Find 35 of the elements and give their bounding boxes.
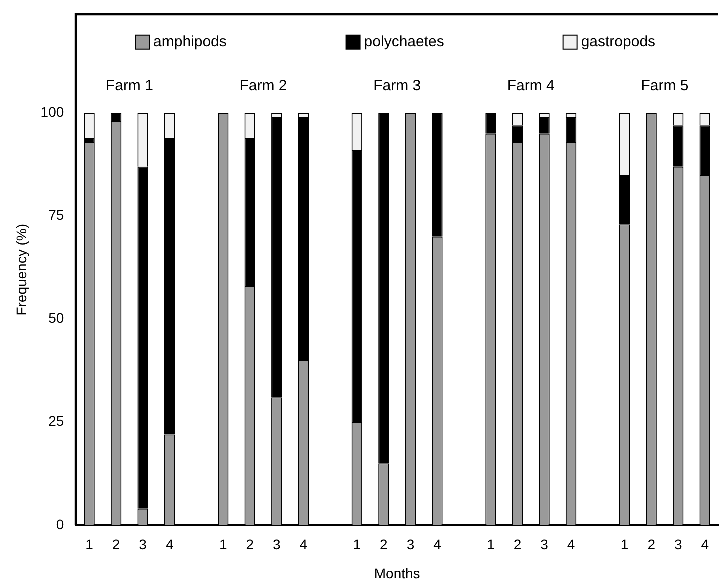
x-tick-label: 3 — [406, 536, 415, 553]
annotation: Farm 2 — [240, 78, 288, 95]
x-tick-label: 4 — [300, 536, 308, 553]
legend-label: gastropods — [581, 34, 656, 51]
x-tick-label: 2 — [648, 536, 656, 553]
annotation: Farm 4 — [507, 78, 555, 95]
annotation: Farm 5 — [641, 78, 689, 95]
annotation: Farm 3 — [374, 78, 422, 95]
legend-label: amphipods — [154, 34, 227, 51]
x-tick-label: 1 — [487, 536, 496, 553]
y-tick-label: 25 — [48, 413, 64, 430]
x-tick-label: 4 — [434, 536, 442, 553]
x-tick-label: 3 — [139, 536, 148, 553]
x-tick-label: 1 — [620, 536, 629, 553]
x-tick-label: 1 — [86, 536, 94, 553]
y-tick-label: 0 — [56, 516, 64, 532]
annotation: Farm 1 — [106, 78, 154, 95]
x-axis-title: Months — [374, 565, 420, 582]
legend-label: polychaetes — [364, 34, 444, 51]
y-tick-label: 50 — [48, 310, 64, 326]
y-tick-label: 75 — [48, 207, 64, 224]
y-axis-title: Frequency (%) — [13, 224, 30, 316]
x-tick-label: 1 — [219, 536, 228, 553]
x-tick-label: 3 — [540, 536, 549, 553]
x-tick-label: 3 — [674, 536, 682, 553]
x-tick-label: 1 — [353, 536, 362, 553]
x-tick-label: 4 — [567, 536, 576, 553]
x-tick-label: 2 — [112, 536, 120, 553]
x-tick-label: 4 — [166, 536, 174, 553]
x-tick-label: 4 — [701, 536, 710, 553]
y-tick-label: 100 — [40, 104, 64, 120]
x-tick-label: 2 — [514, 536, 522, 553]
x-tick-label: 2 — [380, 536, 388, 553]
x-tick-label: 2 — [246, 536, 254, 553]
x-tick-label: 3 — [272, 536, 281, 553]
